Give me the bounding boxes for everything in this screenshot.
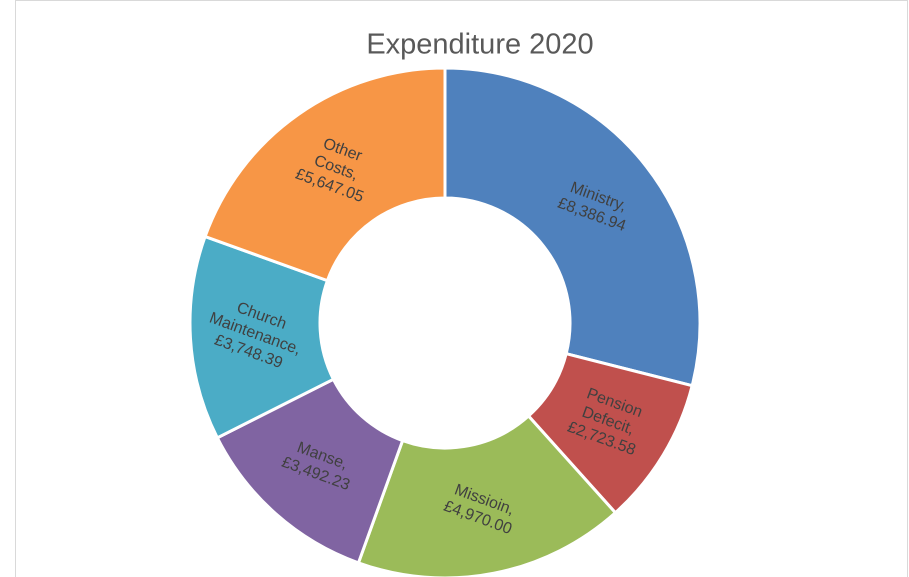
donut-slice <box>188 234 336 440</box>
chart-border <box>15 0 908 577</box>
donut-slice <box>356 413 618 577</box>
donut-slice <box>203 66 447 283</box>
chart-title: Expenditure 2020 <box>366 28 594 61</box>
donut-slice <box>443 66 702 388</box>
